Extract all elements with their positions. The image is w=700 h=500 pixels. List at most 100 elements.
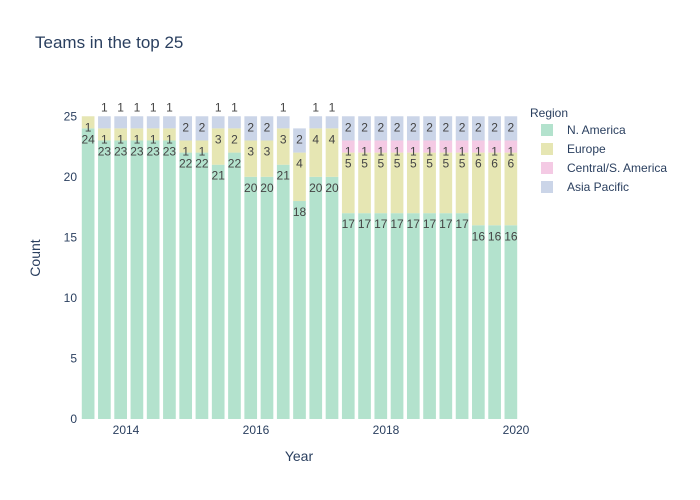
- bar-segment[interactable]: [195, 116, 209, 141]
- bar-segment[interactable]: [488, 140, 501, 153]
- bar-segment[interactable]: [98, 128, 111, 141]
- bar-segment[interactable]: [423, 116, 436, 141]
- bar-segment[interactable]: [309, 176, 323, 419]
- bar-segment[interactable]: [276, 116, 290, 129]
- bar-segment[interactable]: [325, 128, 339, 177]
- bar-segment[interactable]: [325, 116, 339, 129]
- bar-segment[interactable]: [163, 116, 176, 129]
- bar-segment[interactable]: [130, 128, 144, 141]
- bar-segment[interactable]: [325, 176, 339, 419]
- bar-segment[interactable]: [146, 140, 160, 420]
- bar-segment[interactable]: [455, 213, 469, 419]
- bar-segment[interactable]: [488, 225, 501, 419]
- bar-segment[interactable]: [374, 152, 388, 214]
- bar-segment[interactable]: [228, 116, 241, 129]
- bar-segment[interactable]: [358, 213, 371, 419]
- legend-item-label[interactable]: Europe: [567, 142, 606, 156]
- bar-segment[interactable]: [81, 116, 95, 129]
- bar-segment[interactable]: [309, 128, 323, 177]
- bar-segment[interactable]: [228, 128, 241, 153]
- bar-segment[interactable]: [390, 213, 404, 419]
- bar-segment[interactable]: [341, 213, 355, 419]
- bar-segment[interactable]: [179, 116, 193, 141]
- bar-segment[interactable]: [146, 116, 160, 129]
- bar-segment[interactable]: [309, 116, 323, 129]
- legend-item-label[interactable]: Central/S. America: [567, 161, 667, 175]
- bar-segment[interactable]: [276, 164, 290, 419]
- bar-segment[interactable]: [455, 152, 469, 214]
- x-tick-label: 2014: [113, 423, 140, 437]
- bar-segment[interactable]: [504, 225, 518, 419]
- bar-segment[interactable]: [179, 140, 193, 153]
- bar-segment[interactable]: [195, 152, 209, 419]
- bar-segment[interactable]: [423, 152, 436, 214]
- bar-segment[interactable]: [358, 152, 371, 214]
- bar-segment[interactable]: [341, 116, 355, 141]
- bar-segment[interactable]: [228, 152, 241, 419]
- bar-segment[interactable]: [455, 116, 469, 141]
- bar-segment[interactable]: [293, 128, 306, 153]
- bar-segment[interactable]: [504, 152, 518, 226]
- bar-segment[interactable]: [423, 213, 436, 419]
- bar-segment[interactable]: [244, 176, 258, 419]
- bar-segment[interactable]: [472, 152, 485, 226]
- bar-segment[interactable]: [130, 116, 144, 129]
- bar-segment[interactable]: [98, 116, 111, 129]
- bar-segment[interactable]: [179, 152, 193, 419]
- bar-segment[interactable]: [81, 128, 95, 420]
- bar-segment[interactable]: [114, 140, 127, 420]
- bar-segment[interactable]: [341, 152, 355, 214]
- bar-segment[interactable]: [260, 176, 274, 419]
- bar-segment[interactable]: [358, 140, 371, 153]
- bar-segment[interactable]: [146, 128, 160, 141]
- bar-value-label: 1: [491, 144, 498, 158]
- bar-segment[interactable]: [374, 116, 388, 141]
- legend[interactable]: Region N. America Europe Central/S. Americ…: [530, 106, 667, 194]
- bar-segment[interactable]: [341, 140, 355, 153]
- bar-segment[interactable]: [211, 116, 225, 129]
- bar-segment[interactable]: [98, 140, 111, 420]
- legend-item-label[interactable]: Asia Pacific: [567, 180, 629, 194]
- bar-segment[interactable]: [374, 213, 388, 419]
- bar-segment[interactable]: [439, 116, 453, 141]
- bar-segment[interactable]: [504, 140, 518, 153]
- bar-segment[interactable]: [114, 128, 127, 141]
- bar-segment[interactable]: [472, 140, 485, 153]
- bar-segment[interactable]: [439, 152, 453, 214]
- bar-segment[interactable]: [211, 128, 225, 165]
- bar-segment[interactable]: [406, 213, 420, 419]
- bar-segment[interactable]: [114, 116, 127, 129]
- bar-segment[interactable]: [472, 225, 485, 419]
- bar-segment[interactable]: [488, 152, 501, 226]
- bar-segment[interactable]: [130, 140, 144, 420]
- bar-segment[interactable]: [406, 140, 420, 153]
- bar-segment[interactable]: [163, 140, 176, 420]
- bar-segment[interactable]: [244, 140, 258, 177]
- bar-segment[interactable]: [195, 140, 209, 153]
- bar-segment[interactable]: [293, 201, 306, 419]
- bar-segment[interactable]: [504, 116, 518, 141]
- bar-segment[interactable]: [423, 140, 436, 153]
- bar-segment[interactable]: [358, 116, 371, 141]
- bar-segment[interactable]: [293, 152, 306, 202]
- bar-segment[interactable]: [488, 116, 501, 141]
- bar-segment[interactable]: [472, 116, 485, 141]
- bar-segment[interactable]: [390, 140, 404, 153]
- bar-value-label: 23: [98, 144, 112, 158]
- bar-segment[interactable]: [439, 213, 453, 419]
- bar-segment[interactable]: [406, 116, 420, 141]
- bar-segment[interactable]: [260, 116, 274, 141]
- bar-segment[interactable]: [455, 140, 469, 153]
- bar-segment[interactable]: [276, 128, 290, 165]
- bar-segment[interactable]: [406, 152, 420, 214]
- bar-segment[interactable]: [390, 116, 404, 141]
- bar-segment[interactable]: [163, 128, 176, 141]
- legend-item-label[interactable]: N. America: [567, 123, 626, 137]
- bar-segment[interactable]: [374, 140, 388, 153]
- bar-value-label: 5: [361, 157, 368, 171]
- bar-segment[interactable]: [260, 140, 274, 177]
- bar-segment[interactable]: [439, 140, 453, 153]
- bar-segment[interactable]: [244, 116, 258, 141]
- bar-segment[interactable]: [211, 164, 225, 419]
- bar-segment[interactable]: [390, 152, 404, 214]
